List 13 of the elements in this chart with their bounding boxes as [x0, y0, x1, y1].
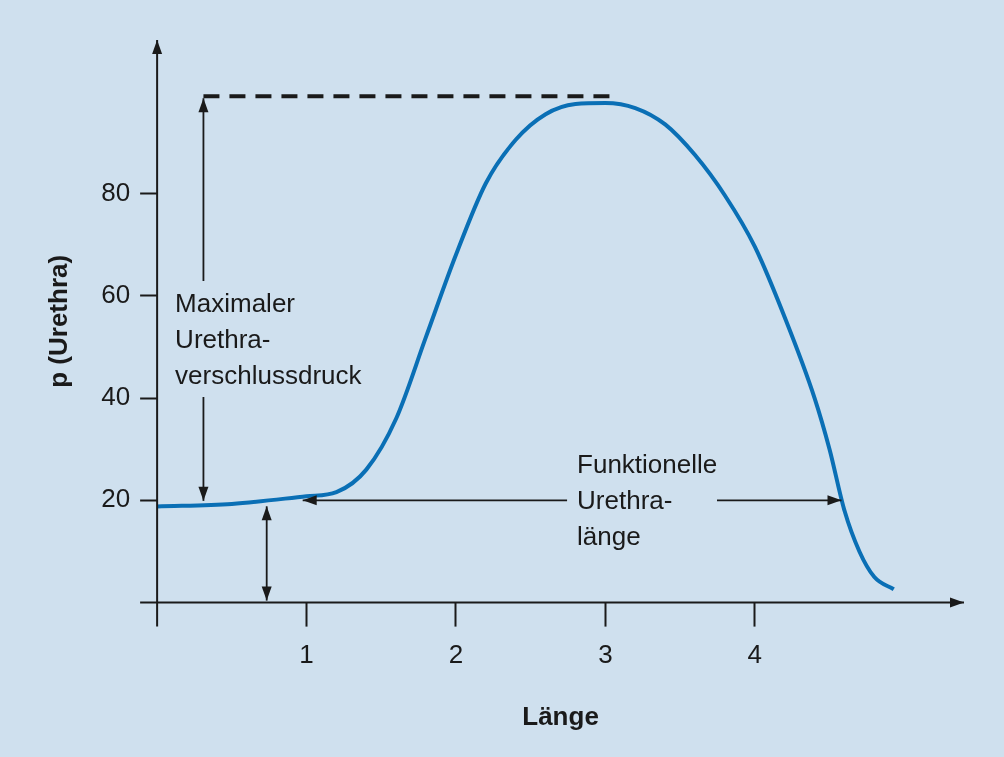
- x-tick-label: 2: [448, 639, 464, 670]
- annotation: Funktionelle Urethra- länge: [577, 446, 718, 555]
- y-axis-title: p (Urethra): [42, 254, 73, 388]
- annotation: Maximaler Urethra- verschlussdruck: [175, 285, 362, 394]
- x-tick-label: 4: [747, 639, 763, 670]
- x-tick-label: 3: [598, 639, 613, 670]
- y-tick-label: 80: [101, 176, 131, 207]
- y-tick-label: 20: [101, 483, 131, 514]
- x-axis-title: Länge: [522, 700, 599, 731]
- x-tick-label: 1: [299, 639, 314, 670]
- y-tick-label: 40: [101, 381, 131, 412]
- y-tick-label: 60: [101, 278, 131, 309]
- line-series: [157, 100, 896, 592]
